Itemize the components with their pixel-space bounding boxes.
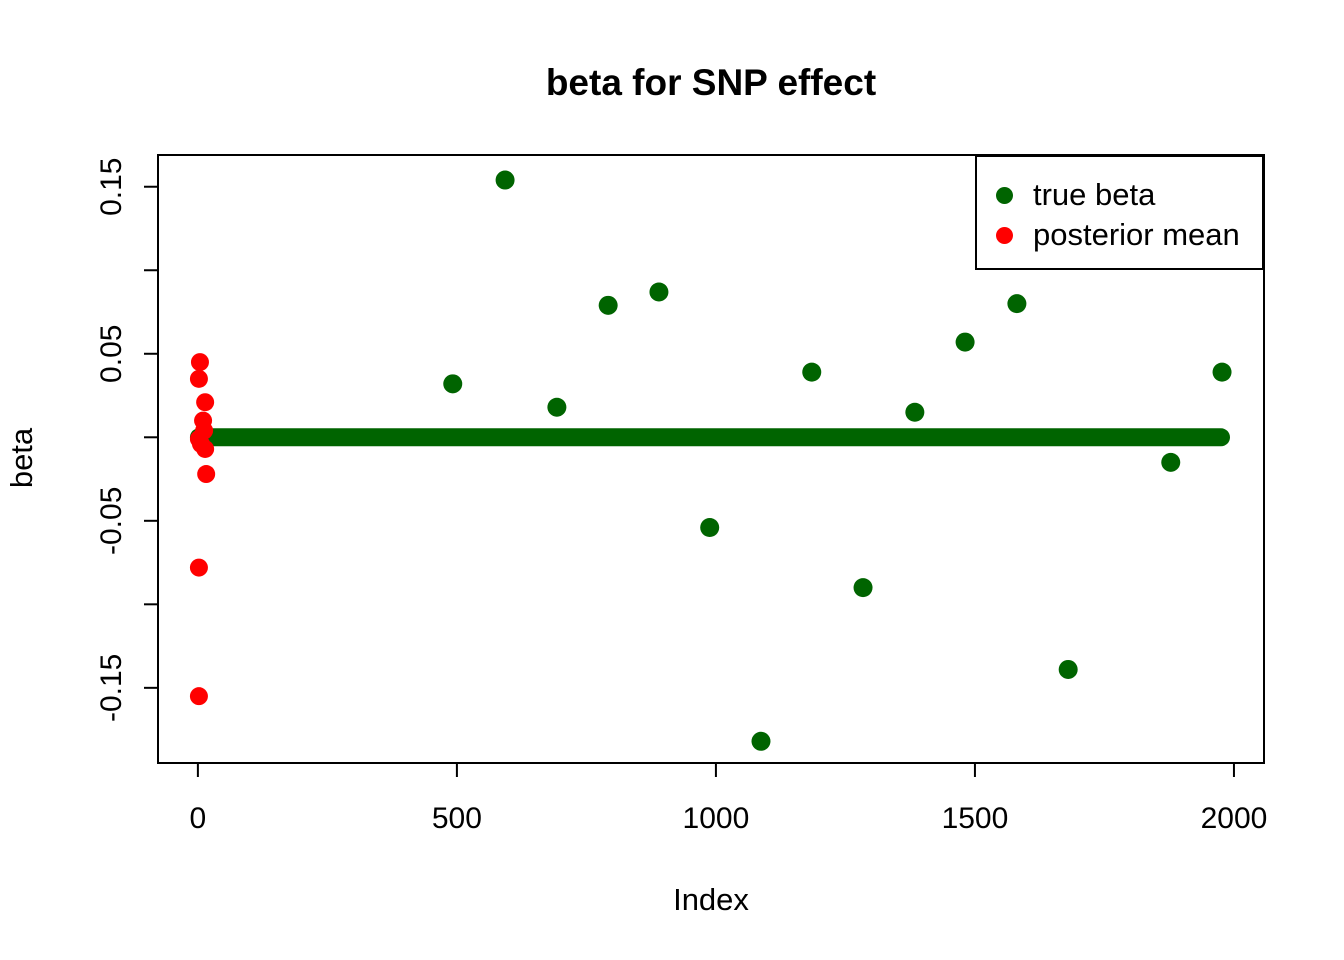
true-beta-point [700, 517, 720, 537]
posterior-mean-point [189, 687, 208, 706]
posterior-mean-point [196, 393, 215, 412]
true-beta-dot-icon [996, 186, 1013, 204]
legend-label-true-beta: true beta [1033, 177, 1156, 212]
posterior-mean-dot-icon [996, 226, 1013, 244]
true-beta-point [443, 374, 463, 394]
posterior-mean-point [190, 353, 209, 372]
x-axis-tick-label: 2000 [1201, 802, 1268, 835]
true-beta-point [495, 170, 515, 190]
true-beta-point [1161, 452, 1181, 472]
true-beta-point [1212, 362, 1232, 382]
x-axis-tick-label: 1500 [942, 802, 1009, 835]
x-axis-tick-label: 500 [432, 802, 482, 835]
true-beta-point [1058, 659, 1078, 679]
legend: true beta posterior mean [975, 155, 1264, 270]
legend-item-true-beta: true beta [977, 175, 1155, 215]
true-beta-point [853, 578, 873, 598]
posterior-mean-point [189, 369, 208, 388]
x-axis-title: Index [673, 882, 749, 917]
posterior-mean-point [196, 439, 215, 458]
true-beta-point [751, 731, 771, 751]
posterior-mean-point [189, 558, 208, 577]
y-axis-title: beta [4, 427, 39, 489]
true-beta-point [547, 397, 567, 417]
y-axis-tick-label: -0.05 [95, 487, 128, 555]
true-beta-point [1007, 294, 1027, 314]
plot-border [157, 154, 1265, 764]
true-beta-point [598, 295, 618, 315]
legend-label-posterior-mean: posterior mean [1033, 217, 1240, 252]
legend-item-posterior-mean: posterior mean [977, 215, 1240, 255]
posterior-mean-point [197, 465, 216, 484]
true-beta-point [649, 282, 669, 302]
true-beta-point [905, 402, 925, 422]
y-axis-tick-label: 0.15 [95, 158, 128, 216]
x-axis-tick-label: 0 [190, 802, 207, 835]
x-axis-tick-label: 1000 [683, 802, 750, 835]
y-axis-tick-label: -0.15 [95, 654, 128, 722]
chart-title: beta for SNP effect [545, 62, 877, 103]
y-axis-tick-label: 0.05 [95, 325, 128, 383]
true-beta-point [802, 362, 822, 382]
true-beta-point [955, 332, 975, 352]
